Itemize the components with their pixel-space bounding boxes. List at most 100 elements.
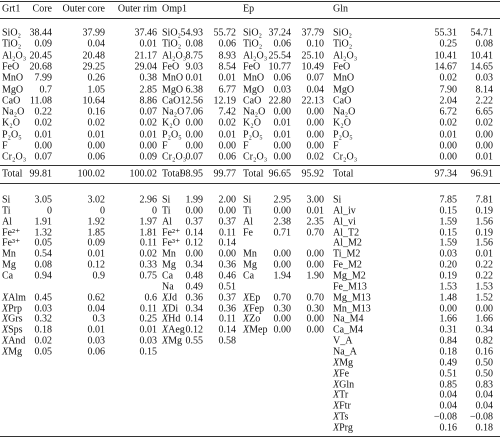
cell-value: 0.36 xyxy=(218,303,237,315)
row-label: SiO₂ xyxy=(333,27,353,39)
row-label: Mg xyxy=(162,259,176,271)
cell-value: 1.59 xyxy=(439,237,458,249)
cell-value: 3.00 xyxy=(306,194,325,206)
cell-value: 0.00 xyxy=(475,303,494,315)
row-label: TiO₂ xyxy=(2,38,22,50)
column-header: Outer core xyxy=(62,3,105,15)
cell-value: 8.86 xyxy=(139,95,158,107)
row-label: Mn xyxy=(243,248,257,260)
row-label: XJd xyxy=(162,292,178,304)
cell-value: 98.95 xyxy=(180,168,204,180)
cell-value: 0.01 xyxy=(475,151,494,163)
cell-value: 0.04 xyxy=(475,389,494,401)
cell-value: 12.56 xyxy=(180,95,204,107)
cell-value: 0.02 xyxy=(87,117,106,129)
cell-value: 10.64 xyxy=(82,95,106,107)
cell-value: 0.26 xyxy=(87,72,106,84)
row-label: Al₂O₃ xyxy=(2,50,27,62)
row-label: XTs xyxy=(333,411,349,423)
row-label: XFtr xyxy=(333,400,351,412)
row-label: FeO xyxy=(2,61,20,73)
row-label: XGln xyxy=(333,379,355,391)
cell-value: 0.11 xyxy=(139,237,157,249)
cell-value: 0.51 xyxy=(439,368,458,380)
cell-value: 0.03 xyxy=(439,248,458,260)
cell-value: 96.91 xyxy=(470,168,494,180)
cell-value: 0.30 xyxy=(273,303,292,315)
row-label: Na₂O xyxy=(333,106,356,118)
cell-value: 0.03 xyxy=(139,335,158,347)
cell-value: 0.12 xyxy=(87,259,106,271)
column-header: Ep xyxy=(243,3,255,15)
cell-value: 0.75 xyxy=(139,270,158,282)
cell-value: 0.00 xyxy=(306,324,325,336)
row-label: XPrg xyxy=(333,422,353,434)
cell-value: 21.17 xyxy=(134,50,158,62)
column-header: Gln xyxy=(333,3,348,15)
cell-value: 0.00 xyxy=(185,129,204,141)
cell-value: 20.45 xyxy=(29,50,53,62)
cell-value: 0.15 xyxy=(439,205,458,217)
cell-value: 2.22 xyxy=(475,95,494,107)
row-label: XTr xyxy=(333,389,349,401)
row-label: XGrs xyxy=(2,313,23,325)
cell-value: 0.11 xyxy=(139,303,157,315)
cell-value: 0.94 xyxy=(34,270,53,282)
cell-value: 0.01 xyxy=(475,248,494,260)
cell-value: 0.00 xyxy=(475,129,494,141)
row-label: Fe³⁺ xyxy=(2,237,21,249)
row-label: Ti xyxy=(243,205,252,217)
row-label: CaO xyxy=(162,95,181,107)
cell-value: 55.72 xyxy=(213,27,237,39)
row-label: XFep xyxy=(243,303,265,315)
cell-value: 0.00 xyxy=(306,259,325,271)
cell-value: 0.62 xyxy=(87,292,106,304)
row-label: Mg_M13 xyxy=(333,292,371,304)
cell-value: 0.31 xyxy=(439,324,458,336)
cell-value: 0.00 xyxy=(439,140,458,152)
cell-value: 0.03 xyxy=(273,84,292,95)
column-header: Omp1 xyxy=(162,3,187,15)
cell-value: 0.30 xyxy=(306,303,325,315)
cell-value: 0.16 xyxy=(475,346,494,358)
cell-value: 0 xyxy=(152,205,157,217)
row-label: F xyxy=(243,140,249,152)
cell-value: 0.82 xyxy=(475,335,494,347)
cell-value: 0.06 xyxy=(273,38,292,50)
row-label: Total xyxy=(162,168,183,180)
cell-value: 0.01 xyxy=(139,129,158,141)
row-label: Ti xyxy=(162,205,171,217)
cell-value: 38.44 xyxy=(29,27,53,39)
column-header: Grt1 xyxy=(2,3,21,15)
row-label: P₂O₅ xyxy=(2,129,22,141)
cell-value: 0.49 xyxy=(185,281,204,293)
cell-value: 0.22 xyxy=(475,270,494,282)
row-label: Na₂O xyxy=(162,106,185,118)
cell-value: 0.00 xyxy=(185,117,204,129)
cell-value: 0.04 xyxy=(87,38,106,50)
cell-value: 0.01 xyxy=(306,205,325,217)
cell-value: 2.00 xyxy=(218,194,237,206)
cell-value: 1.05 xyxy=(87,84,106,95)
row-label: CaO xyxy=(243,95,262,107)
cell-value: 0.04 xyxy=(439,400,458,412)
row-label: Si xyxy=(162,194,171,206)
row-label: CaO xyxy=(2,95,21,107)
cell-value: 0.01 xyxy=(218,129,237,141)
cell-value: 37.24 xyxy=(268,27,292,39)
cell-value: 100.02 xyxy=(77,168,106,180)
cell-value: 37.99 xyxy=(82,27,106,39)
row-label: XAnd xyxy=(2,335,26,347)
cell-value: 0.45 xyxy=(34,292,53,304)
cell-value: 0.36 xyxy=(218,259,237,271)
cell-value: 12.19 xyxy=(213,95,237,107)
cell-value: 0.03 xyxy=(475,72,494,84)
cell-value: 22.80 xyxy=(268,95,292,107)
cell-value: 0.19 xyxy=(475,205,494,217)
row-label: Al_T2 xyxy=(333,227,360,239)
cell-value: 0.00 xyxy=(306,248,325,260)
cell-value: 0.55 xyxy=(185,335,204,347)
cell-value: 0.00 xyxy=(185,205,204,217)
rule xyxy=(0,436,500,437)
cell-value: 0.00 xyxy=(439,303,458,315)
